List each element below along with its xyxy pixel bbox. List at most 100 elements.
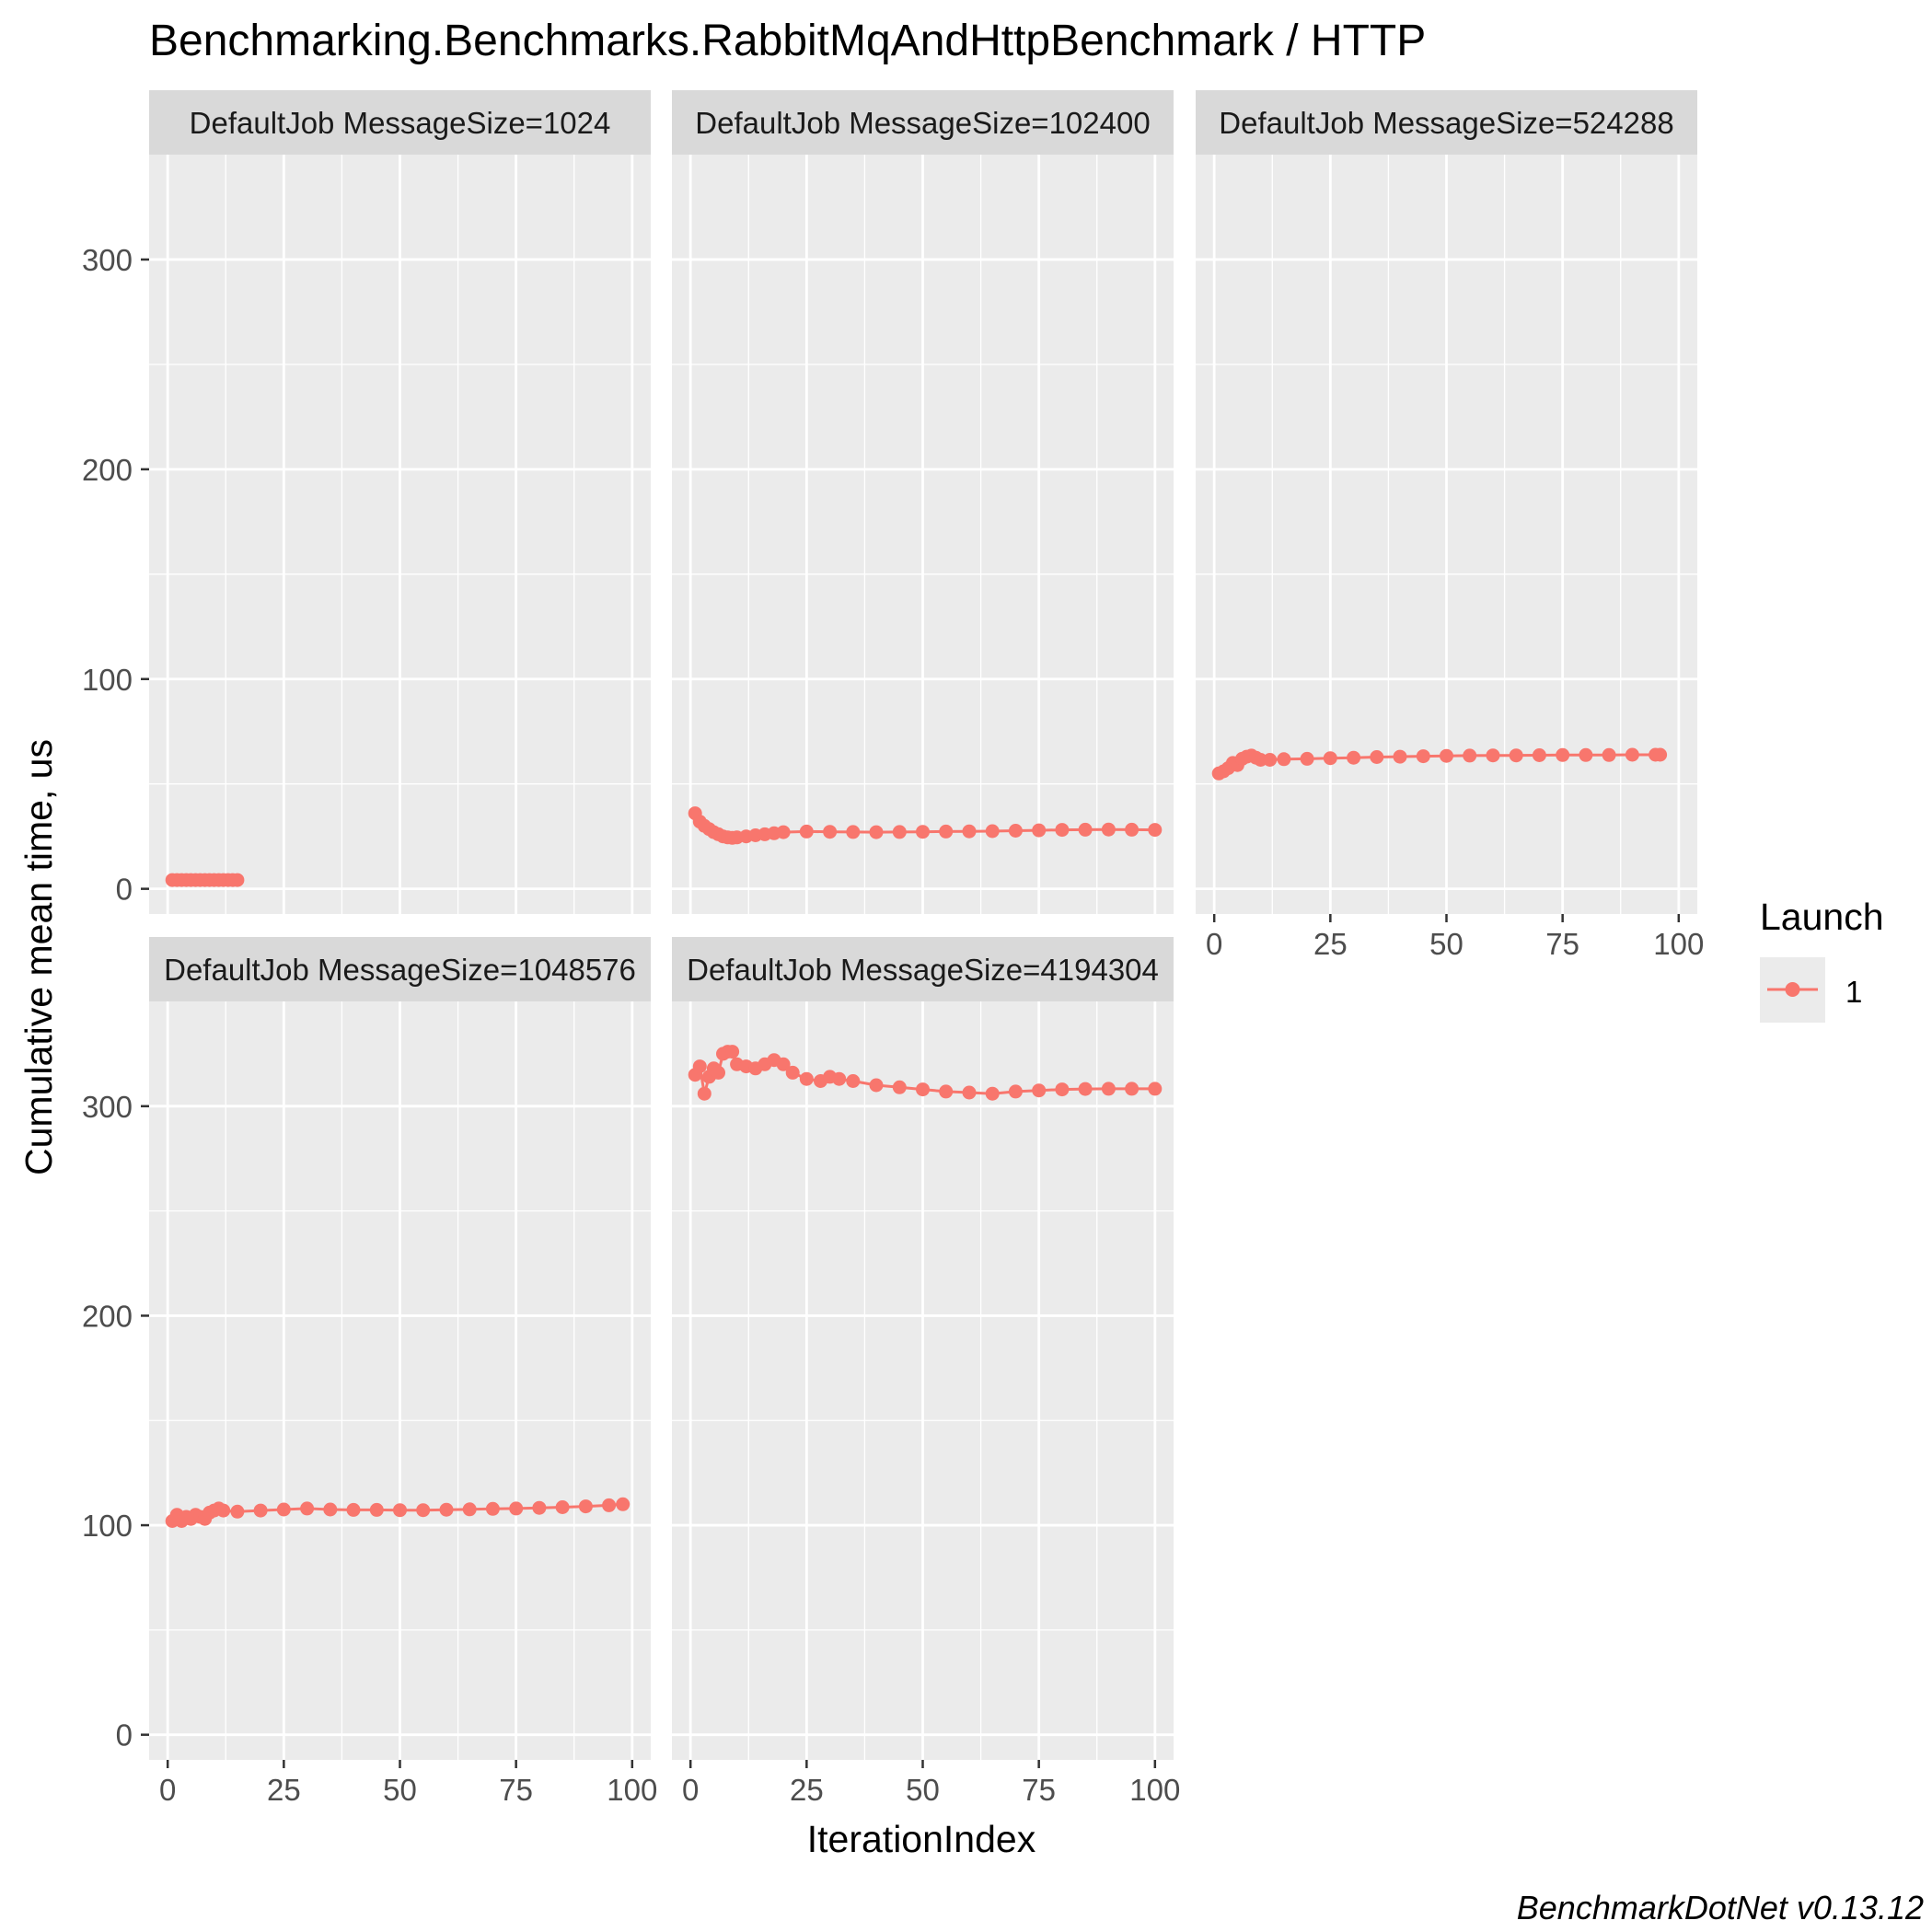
data-point: [985, 824, 1000, 839]
data-point: [939, 824, 954, 839]
x-tick-label: 0: [1206, 927, 1222, 961]
y-tick-label: 100: [82, 663, 133, 697]
data-point: [1032, 1083, 1047, 1098]
data-point: [1078, 1082, 1093, 1096]
data-point: [892, 1080, 907, 1094]
y-axis-label: Cumulative mean time, us: [17, 739, 60, 1175]
data-point: [439, 1502, 454, 1517]
data-point: [369, 1502, 384, 1517]
x-axis-label: IterationIndex: [807, 1818, 1036, 1860]
legend-entry-label: 1: [1845, 975, 1862, 1009]
data-point: [485, 1501, 500, 1516]
data-point: [697, 1086, 711, 1101]
data-point: [462, 1502, 477, 1517]
data-point: [776, 1057, 791, 1071]
y-tick-label: 300: [82, 1090, 133, 1124]
x-tick-label: 75: [499, 1773, 533, 1807]
data-point: [1556, 747, 1570, 762]
x-tick-label: 100: [1653, 927, 1704, 961]
data-point: [1008, 1084, 1023, 1099]
facet-strip-label: DefaultJob MessageSize=1024: [190, 106, 611, 140]
data-point: [616, 1497, 631, 1511]
legend-title: Launch: [1760, 896, 1884, 938]
data-point: [916, 1082, 930, 1097]
data-point: [1509, 748, 1523, 763]
data-point: [1125, 822, 1140, 837]
x-tick-label: 100: [1129, 1773, 1180, 1807]
facet-strip-label: DefaultJob MessageSize=524288: [1219, 106, 1673, 140]
data-point: [555, 1500, 570, 1514]
data-point: [230, 873, 245, 887]
data-point: [725, 1045, 740, 1059]
data-point: [823, 825, 838, 839]
data-point: [416, 1503, 431, 1518]
data-point: [846, 825, 861, 839]
data-point: [892, 825, 907, 839]
x-tick-label: 25: [790, 1773, 824, 1807]
facet-strip: [672, 937, 1174, 1001]
data-point: [216, 1503, 231, 1518]
data-point: [832, 1071, 847, 1086]
caption: BenchmarkDotNet v0.13.12: [1517, 1889, 1924, 1926]
data-point: [1008, 824, 1023, 838]
data-point: [985, 1086, 1000, 1101]
data-point: [869, 1078, 884, 1093]
data-point: [1370, 750, 1384, 764]
x-tick-label: 75: [1022, 1773, 1056, 1807]
legend-key-point: [1785, 982, 1800, 997]
data-point: [1101, 822, 1116, 837]
facet-panel: DefaultJob MessageSize=102400: [672, 90, 1174, 914]
data-point: [1463, 748, 1477, 763]
facet-strip: [1196, 90, 1697, 155]
legend: Launch 1: [1760, 896, 1884, 1023]
series-line: [693, 1050, 1155, 1095]
x-tick-label: 50: [1429, 927, 1463, 961]
data-point: [346, 1502, 361, 1517]
data-point: [532, 1500, 547, 1515]
data-point: [785, 1065, 800, 1080]
data-point: [509, 1501, 524, 1516]
x-tick-label: 0: [159, 1773, 176, 1807]
facet-strip: [149, 937, 651, 1001]
data-point: [1323, 751, 1337, 766]
data-point: [1486, 748, 1500, 763]
data-point: [1416, 749, 1430, 764]
y-tick-label: 200: [82, 453, 133, 487]
facet-panel: DefaultJob MessageSize=4194304 0 25 50 75 100: [672, 937, 1180, 1807]
data-point: [1032, 823, 1047, 838]
data-point: [1440, 748, 1453, 763]
y-tick-label: 300: [82, 243, 133, 277]
x-tick-label: 50: [906, 1773, 940, 1807]
chart-title: Benchmarking.Benchmarks.RabbitMqAndHttpB…: [149, 17, 1426, 65]
facet-panel: DefaultJob MessageSize=1048576 0 100 200 300…: [82, 937, 657, 1807]
data-point: [1148, 1082, 1163, 1096]
data-point: [393, 1503, 407, 1518]
data-point: [799, 1071, 814, 1086]
data-point: [869, 825, 884, 839]
facet-strip-label: DefaultJob MessageSize=1048576: [164, 953, 636, 987]
data-point: [916, 825, 930, 839]
data-point: [1653, 747, 1668, 762]
x-tick-label: 50: [383, 1773, 417, 1807]
data-point: [846, 1074, 861, 1088]
data-point: [1532, 748, 1546, 762]
data-point: [1625, 747, 1639, 762]
data-point: [692, 1059, 707, 1074]
facet-panels: DefaultJob MessageSize=1024 0 100 200 300 Def…: [82, 90, 1704, 1807]
data-point: [939, 1084, 954, 1099]
data-point: [711, 1065, 725, 1080]
x-tick-label: 25: [1313, 927, 1348, 961]
data-point: [1602, 747, 1616, 762]
facet-panel: DefaultJob MessageSize=524288 0 25 50 75 100: [1196, 90, 1704, 961]
x-tick-label: 25: [267, 1773, 301, 1807]
data-point: [1347, 750, 1361, 765]
y-tick-label: 100: [82, 1509, 133, 1543]
data-point: [602, 1498, 617, 1512]
y-tick-label: 0: [116, 873, 133, 907]
data-point: [1277, 752, 1291, 767]
data-point: [962, 824, 977, 839]
data-point: [253, 1503, 268, 1518]
data-point: [1393, 749, 1407, 764]
